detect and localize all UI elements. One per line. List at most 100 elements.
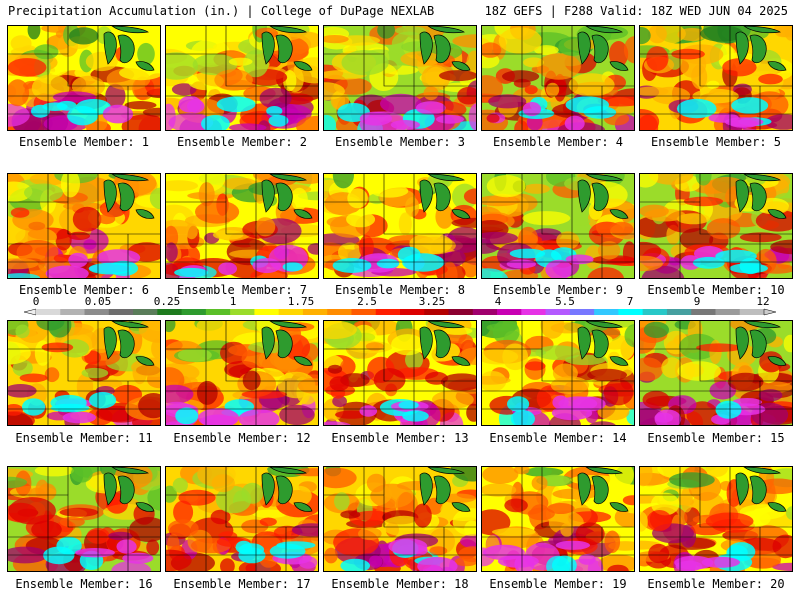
colorbar-graphic — [23, 308, 777, 316]
great-lake — [735, 179, 749, 213]
great-lake — [577, 179, 591, 213]
member-map-2 — [165, 25, 319, 131]
colorbar-swatch — [545, 309, 571, 315]
member-label-20: Ensemble Member: 20 — [647, 577, 785, 591]
state-border — [8, 201, 160, 235]
member-label-10: Ensemble Member: 10 — [647, 283, 785, 297]
state-border — [324, 201, 476, 235]
state-border — [640, 53, 792, 87]
great-lake — [419, 179, 433, 213]
precip-field-10 — [640, 174, 792, 278]
state-border — [8, 348, 160, 382]
state-border — [8, 494, 160, 528]
member-label-5: Ensemble Member: 5 — [650, 135, 782, 149]
great-lake — [427, 26, 465, 34]
great-lake — [591, 182, 609, 212]
great-lake — [451, 502, 471, 512]
colorbar-swatch — [157, 309, 183, 315]
member-label-19: Ensemble Member: 19 — [489, 577, 627, 591]
colorbar-swatch — [254, 309, 280, 315]
member-label-13: Ensemble Member: 13 — [331, 431, 469, 445]
colorbar-tick-label: 1.75 — [287, 295, 315, 308]
great-lake — [433, 329, 451, 359]
great-lake — [433, 475, 451, 505]
great-lake — [261, 326, 275, 360]
member-label-18: Ensemble Member: 18 — [331, 577, 469, 591]
precip-field-14 — [482, 321, 634, 425]
precip-field-2 — [166, 26, 318, 130]
colorbar-swatch — [278, 309, 304, 315]
state-border — [8, 53, 160, 87]
member-label-7: Ensemble Member: 7 — [176, 283, 308, 297]
great-lake — [427, 467, 465, 475]
precip-field-18 — [324, 467, 476, 571]
great-lake — [735, 31, 749, 65]
member-label-12: Ensemble Member: 12 — [173, 431, 311, 445]
great-lake — [275, 475, 293, 505]
great-lake — [749, 329, 767, 359]
colorbar-swatch — [375, 309, 401, 315]
colorbar-swatch — [715, 309, 741, 315]
colorbar-swatch — [642, 309, 668, 315]
great-lake — [577, 326, 591, 360]
great-lake — [269, 321, 307, 329]
great-lake — [735, 326, 749, 360]
state-border — [482, 494, 634, 528]
great-lake — [577, 31, 591, 65]
precip-field-1 — [8, 26, 160, 130]
great-lake — [293, 356, 313, 366]
member-map-4 — [481, 25, 635, 131]
colorbar-tick-label: 5.5 — [555, 295, 575, 308]
great-lake — [419, 326, 433, 360]
colorbar-tick-label: 0 — [32, 295, 40, 308]
colorbar-swatch — [739, 309, 765, 315]
member-map-9 — [481, 173, 635, 279]
great-lake — [103, 472, 117, 506]
great-lake — [111, 174, 149, 182]
precip-field-5 — [640, 26, 792, 130]
great-lake — [275, 182, 293, 212]
colorbar-tick-label: 12 — [756, 295, 770, 308]
member-map-5 — [639, 25, 793, 131]
colorbar-swatch — [569, 309, 595, 315]
colorbar-swatch — [666, 309, 692, 315]
great-lake — [451, 61, 471, 71]
great-lake — [293, 502, 313, 512]
colorbar-swatch — [181, 309, 207, 315]
member-map-11 — [7, 320, 161, 426]
great-lake — [609, 502, 629, 512]
member-label-8: Ensemble Member: 8 — [334, 283, 466, 297]
precip-field-3 — [324, 26, 476, 130]
member-map-14 — [481, 320, 635, 426]
colorbar-swatch — [36, 309, 61, 315]
great-lake — [451, 209, 471, 219]
great-lake — [111, 26, 149, 34]
colorbar-swatch — [400, 309, 425, 315]
colorbar-swatch — [230, 309, 255, 315]
state-border — [324, 494, 476, 528]
great-lake — [591, 475, 609, 505]
great-lake — [135, 209, 155, 219]
member-map-12 — [165, 320, 319, 426]
great-lake — [743, 321, 781, 329]
colorbar-tick-label: 0.05 — [84, 295, 112, 308]
colorbar-swatch — [521, 309, 547, 315]
state-border — [166, 201, 318, 235]
colorbar-swatch — [108, 309, 134, 315]
state-border — [166, 494, 318, 528]
member-label-9: Ensemble Member: 9 — [492, 283, 624, 297]
great-lake — [767, 209, 787, 219]
great-lake — [117, 34, 135, 64]
member-map-19 — [481, 466, 635, 572]
state-border — [640, 201, 792, 235]
state-border — [324, 348, 476, 382]
colorbar-tick-label: 2.5 — [357, 295, 377, 308]
member-map-1 — [7, 25, 161, 131]
great-lake — [585, 174, 623, 182]
colorbar-swatch — [448, 309, 474, 315]
state-border — [482, 201, 634, 235]
great-lake — [585, 467, 623, 475]
member-map-16 — [7, 466, 161, 572]
great-lake — [609, 61, 629, 71]
member-label-6: Ensemble Member: 6 — [18, 283, 150, 297]
